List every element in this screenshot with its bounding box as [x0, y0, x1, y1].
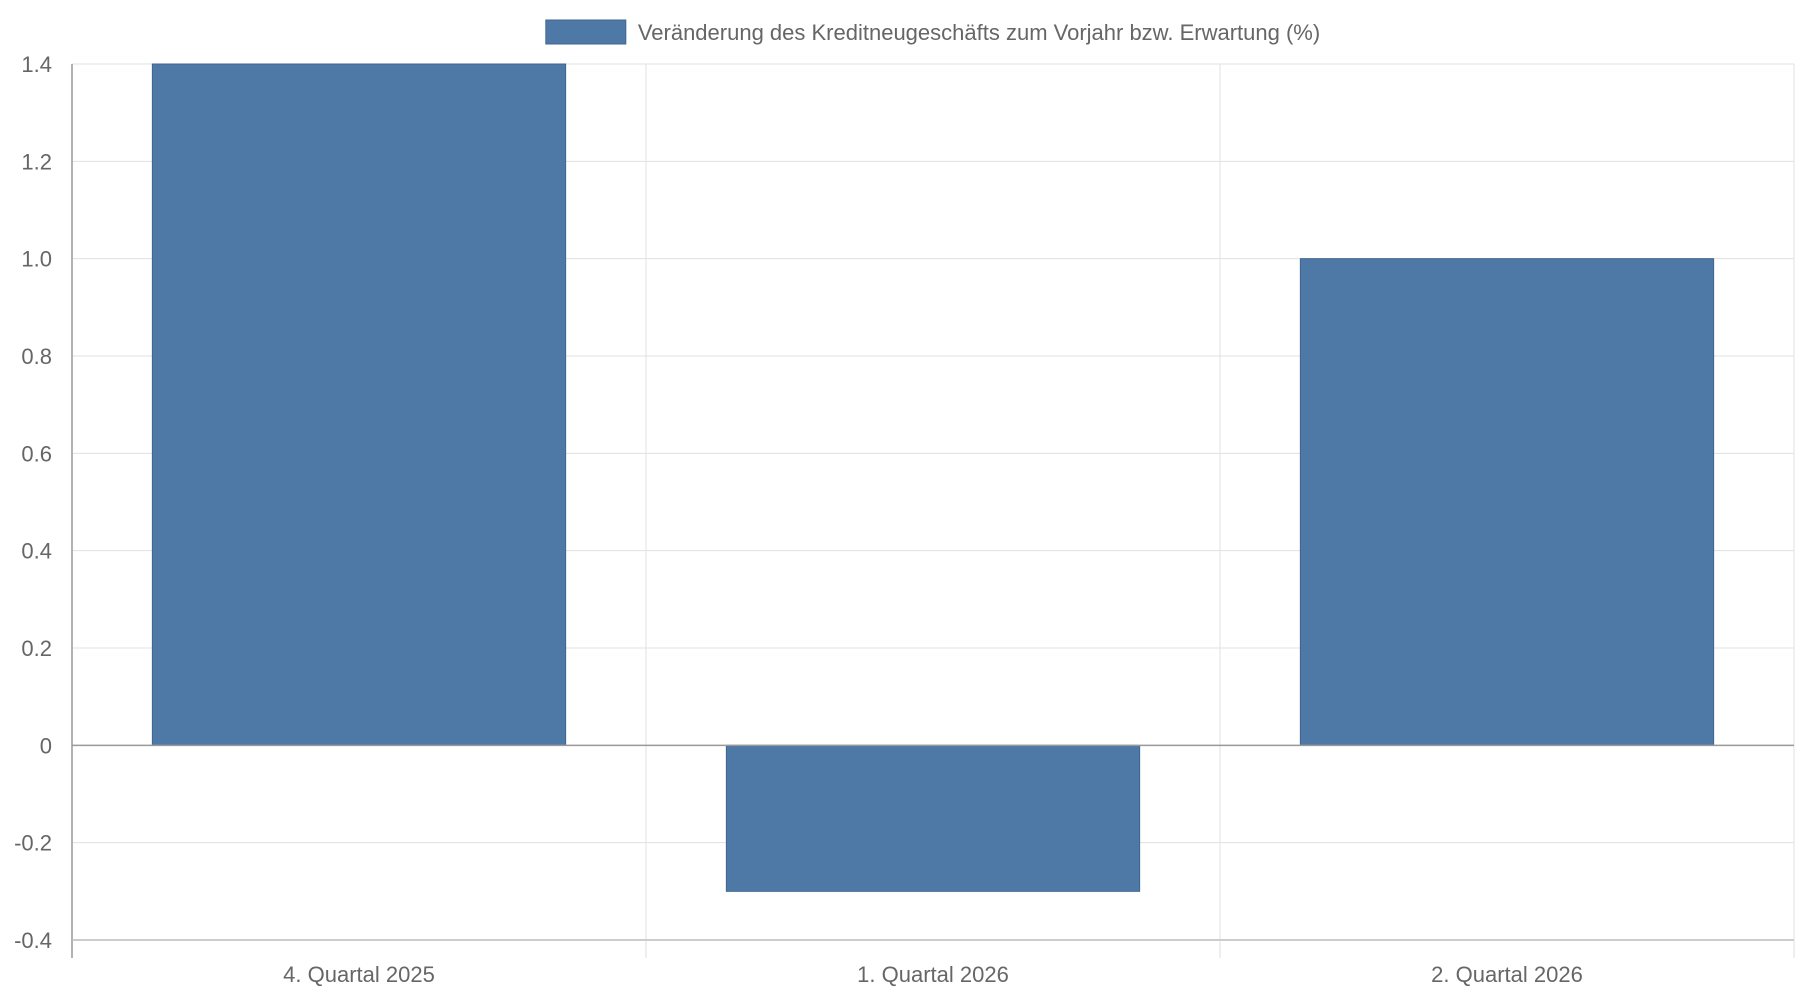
y-tick-label: 0.2 [21, 636, 52, 661]
x-tick-label: 4. Quartal 2025 [283, 962, 435, 987]
y-axis-ticks: 1.4 1.2 1.0 0.8 0.6 0.4 0.2 0 -0.2 -0.4 [14, 52, 52, 953]
bar[interactable] [151, 63, 567, 746]
x-tick-label: 1. Quartal 2026 [857, 962, 1009, 987]
y-tick-label: 1.0 [21, 247, 52, 272]
legend-label[interactable]: Veränderung des Kreditneugeschäfts zum V… [638, 20, 1320, 45]
bars [151, 63, 1715, 892]
y-tick-label: 1.2 [21, 149, 52, 174]
axes [71, 64, 1794, 958]
y-tick-label: 0 [40, 733, 52, 758]
bar[interactable] [725, 744, 1141, 892]
y-tick-label: -0.4 [14, 928, 52, 953]
legend[interactable]: Veränderung des Kreditneugeschäfts zum V… [545, 19, 1320, 45]
x-tick-label: 2. Quartal 2026 [1431, 962, 1583, 987]
legend-swatch[interactable] [545, 19, 627, 45]
y-tick-label: -0.2 [14, 831, 52, 856]
bar[interactable] [1299, 258, 1715, 746]
x-axis-ticks: 4. Quartal 2025 1. Quartal 2026 2. Quartal… [283, 940, 1795, 987]
y-tick-label: 0.4 [21, 539, 52, 564]
y-tick-label: 0.8 [21, 344, 52, 369]
y-tick-label: 0.6 [21, 441, 52, 466]
y-tick-label: 1.4 [21, 52, 52, 77]
